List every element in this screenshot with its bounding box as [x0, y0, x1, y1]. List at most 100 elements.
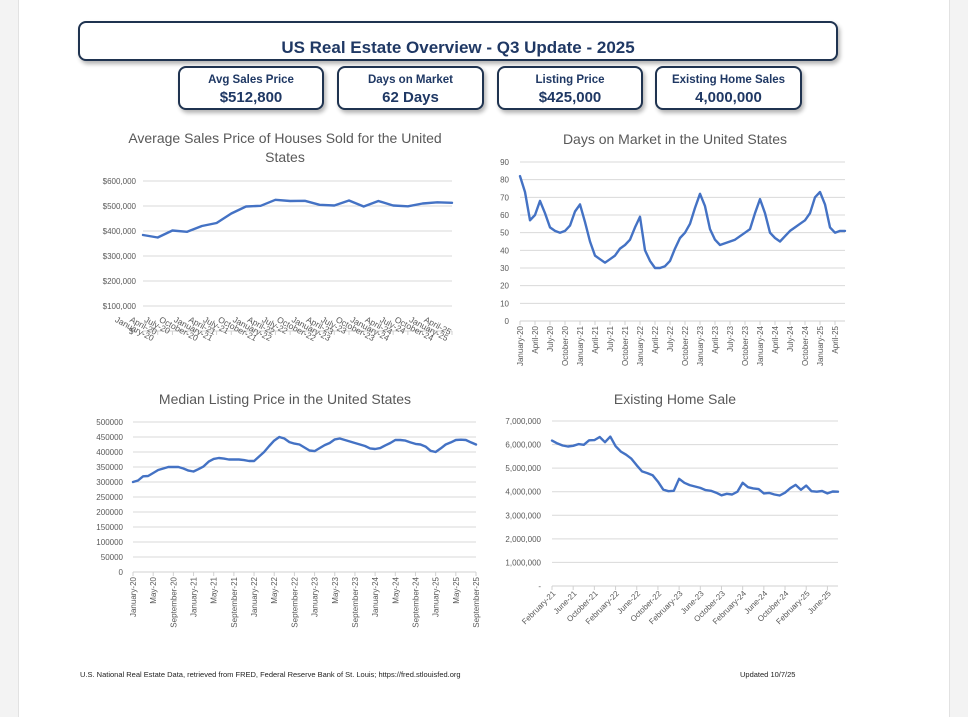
series-line — [131, 435, 478, 484]
x-tick-label: January-25 — [432, 576, 441, 617]
y-tick-label: 250000 — [96, 493, 123, 502]
data-point — [657, 480, 659, 482]
y-tick-label: 5,000,000 — [505, 464, 541, 473]
y-tick-label: $400,000 — [103, 227, 137, 236]
data-point — [620, 450, 622, 452]
x-tick-label: September-25 — [472, 576, 481, 627]
data-point — [752, 487, 754, 489]
y-tick-label: $200,000 — [103, 277, 137, 286]
data-point — [821, 490, 823, 492]
data-point — [837, 491, 839, 493]
data-point — [662, 488, 664, 490]
data-point — [583, 444, 585, 446]
data-point — [577, 443, 579, 445]
x-tick-label: October-22 — [681, 325, 690, 366]
y-tick-label: $600,000 — [103, 177, 137, 186]
x-tick-label: June-25 — [806, 589, 833, 616]
x-tick-label: April-25 — [831, 325, 840, 353]
y-tick-label: $- — [129, 327, 136, 336]
kpi-card-days-on-market: Days on Market 62 Days — [337, 66, 484, 110]
data-point — [800, 489, 802, 491]
data-point — [588, 439, 590, 441]
data-point — [789, 487, 791, 489]
x-tick-label: July-24 — [786, 325, 795, 351]
data-point — [689, 484, 691, 486]
y-tick-label: 40 — [500, 246, 509, 255]
data-point — [768, 492, 770, 494]
data-point — [593, 439, 595, 441]
x-tick-label: May-24 — [391, 576, 400, 603]
data-point — [551, 439, 553, 441]
data-point — [556, 442, 558, 444]
data-point — [704, 489, 706, 491]
y-tick-label: 1,000,000 — [505, 558, 541, 567]
kpi-value: $425,000 — [538, 89, 602, 106]
y-tick-label: 0 — [119, 568, 124, 577]
kpi-card-listing-price: Listing Price $425,000 — [497, 66, 643, 110]
data-point — [710, 490, 712, 492]
y-tick-label: 90 — [500, 158, 509, 167]
x-tick-label: July-23 — [726, 325, 735, 351]
chart-title-median-listing-price: Median Listing Price in the United State… — [158, 391, 412, 407]
x-tick-label: May-23 — [331, 576, 340, 603]
y-tick-label: 7,000,000 — [505, 417, 541, 426]
data-point — [726, 493, 728, 495]
data-point — [773, 493, 775, 495]
report-title: US Real Estate Overview - Q3 Update - 20… — [281, 38, 635, 57]
data-point — [667, 490, 669, 492]
y-tick-label: 300000 — [96, 478, 123, 487]
report-page — [18, 0, 950, 717]
kpi-value: 62 Days — [382, 89, 439, 106]
data-point — [715, 492, 717, 494]
kpi-card-existing-home-sales: Existing Home Sales 4,000,000 — [655, 66, 802, 110]
x-tick-label: January-25 — [816, 325, 825, 366]
x-tick-label: January-22 — [636, 325, 645, 366]
x-tick-label: January-23 — [696, 325, 705, 366]
data-point — [757, 488, 759, 490]
x-tick-label: October-23 — [741, 325, 750, 366]
x-tick-label: January-24 — [756, 325, 765, 366]
y-tick-label: $300,000 — [103, 252, 137, 261]
data-point — [599, 436, 601, 438]
data-point — [826, 492, 828, 494]
data-point — [832, 490, 834, 492]
x-tick-label: September-20 — [169, 576, 178, 627]
x-tick-label: July-22 — [666, 325, 675, 351]
x-tick-label: April-23 — [711, 325, 720, 353]
y-tick-label: 10 — [500, 299, 509, 308]
data-point — [683, 482, 685, 484]
data-point — [614, 445, 616, 447]
data-point — [572, 445, 574, 447]
data-point — [561, 444, 563, 446]
data-point — [630, 458, 632, 460]
data-point — [784, 492, 786, 494]
x-tick-label: May-22 — [270, 576, 279, 603]
x-tick-label: January-21 — [576, 325, 585, 366]
x-tick-label: September-23 — [351, 576, 360, 627]
y-tick-label: - — [538, 582, 541, 591]
kpi-label: Listing Price — [535, 74, 605, 86]
data-point — [810, 490, 812, 492]
y-tick-label: $100,000 — [103, 302, 137, 311]
data-point — [673, 490, 675, 492]
x-tick-label: January-21 — [190, 576, 199, 617]
data-point — [646, 472, 648, 474]
x-tick-label: October-20 — [561, 325, 570, 366]
x-tick-label: July-21 — [606, 325, 615, 351]
y-tick-label: 20 — [500, 282, 509, 291]
data-point — [694, 485, 696, 487]
kpi-label: Existing Home Sales — [671, 74, 786, 86]
x-tick-label: October-21 — [621, 325, 630, 366]
y-tick-label: 450000 — [96, 433, 123, 442]
chart-title-existing-home-sales: Existing Home Sale — [613, 391, 737, 407]
data-point — [763, 492, 765, 494]
data-point — [805, 484, 807, 486]
x-tick-label: April-22 — [651, 325, 660, 353]
y-tick-label: 4,000,000 — [505, 488, 541, 497]
y-tick-label: 70 — [500, 193, 509, 202]
data-point — [794, 484, 796, 486]
y-tick-label: 30 — [500, 264, 509, 273]
data-point — [678, 478, 680, 480]
